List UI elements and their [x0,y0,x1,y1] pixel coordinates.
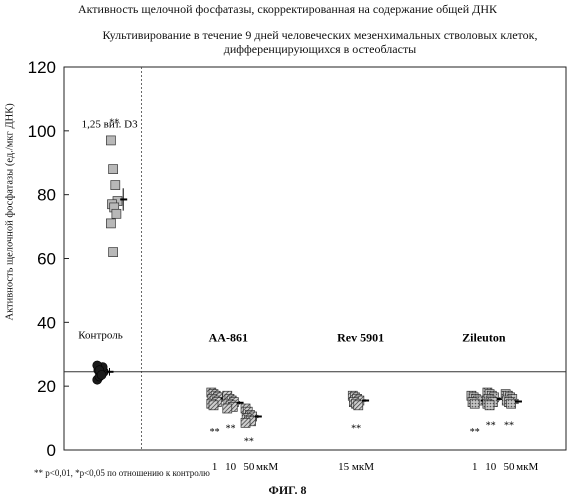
dose-label: мкМ [256,461,278,473]
data-marks: ** ** ** ** ** ** ** ** [93,117,522,447]
y-tick-label: 60 [37,250,56,269]
significance-label: ** [244,436,254,447]
group-label: AA-861 [209,330,248,344]
figure-label: ФИГ. 8 [0,483,575,498]
data-point [223,404,232,413]
data-point [111,181,120,190]
chart-labels: 1,25 вит. D3 Контроль AA-861 Rev 5901 Zileut… [78,119,538,473]
y-tick-label: 80 [37,186,56,205]
significance-label: ** [504,420,514,431]
significance-label: ** [486,420,496,431]
data-point [106,136,115,145]
data-point [485,401,494,410]
data-point [241,418,250,427]
series-Zileuton-50: ** [501,390,522,432]
data-point [507,399,516,408]
data-point [354,401,363,410]
footnote: ** p<0,01, *p<0,05 по отношению к контро… [34,468,210,478]
data-point [470,399,479,408]
data-point [106,219,115,228]
group-label: Rev 5901 [337,330,384,344]
significance-label: ** [351,424,361,435]
series-AA-861-50: ** [241,404,262,447]
data-point [109,248,118,257]
data-point [97,370,106,379]
y-tick-label: 40 [37,313,56,332]
group-label: Zileuton [462,330,506,344]
dose-label: мкМ [516,461,538,473]
data-point [209,401,218,410]
dose-label: 15 мкМ [338,461,374,473]
group-label: Контроль [78,329,122,341]
data-point [112,209,121,218]
y-tick-label: 20 [37,377,56,396]
dose-label: 1 [212,461,218,473]
series-Rev 5901-15: ** [348,391,369,434]
dose-label: 10 [485,461,497,473]
dose-label: 1 [472,461,478,473]
significance-label: ** [226,424,236,435]
group-label: 1,25 вит. D3 [82,119,139,131]
significance-label: ** [470,427,480,438]
y-tick-label: 0 [47,441,56,460]
series-1,25 вит. D3: ** [106,117,127,256]
dose-label: 50 [243,461,255,473]
y-tick-label: 120 [28,58,56,77]
data-point [109,165,118,174]
dose-label: 50 [503,461,515,473]
dose-label: 10 [225,461,237,473]
y-tick-label: 100 [28,122,56,141]
series-Контроль [93,361,114,384]
series-AA-861-10: ** [223,391,244,434]
significance-label: ** [210,427,220,438]
series-Zileuton-10: ** [483,388,504,431]
